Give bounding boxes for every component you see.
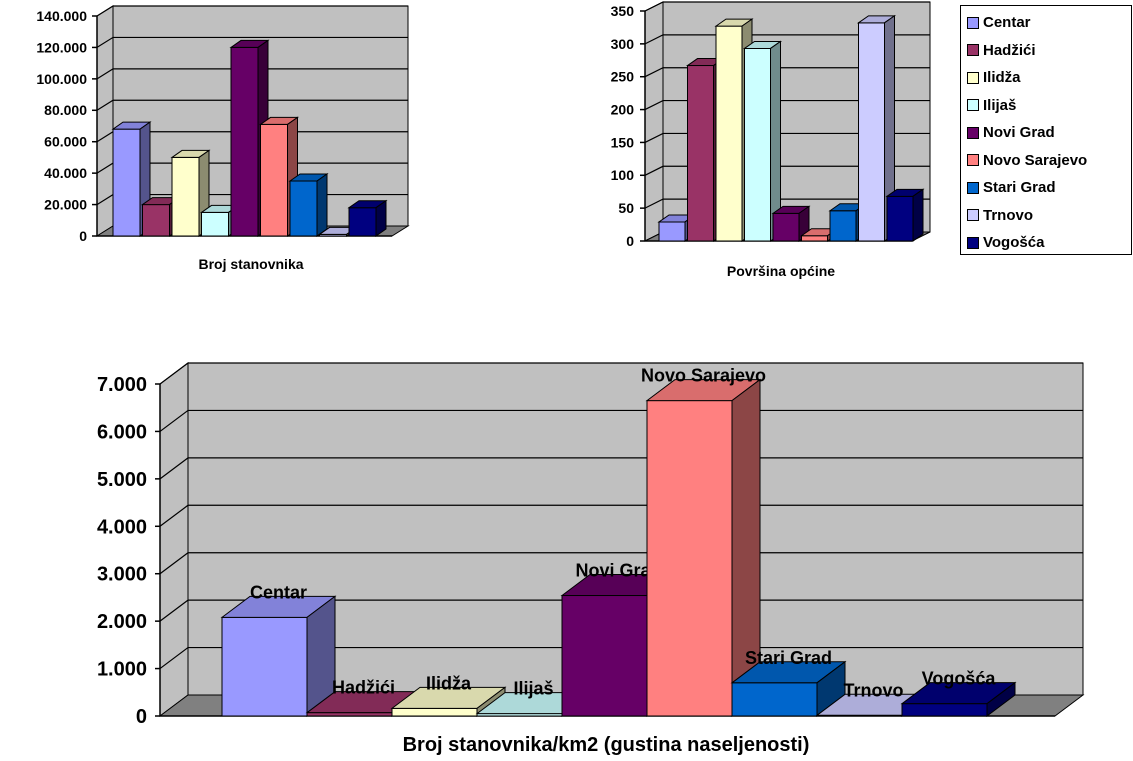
legend-label: Stari Grad [983,179,1056,197]
gridline [159,457,1083,480]
bar-novi-grad [771,205,811,242]
gridline [644,132,930,143]
legend-swatch [967,44,979,57]
y-tick-label: 5.000 [97,469,147,491]
bar-centar [220,595,337,717]
y-tick-label: 40.000 [44,165,87,181]
bar-vogosca [900,681,1017,717]
gridline [96,99,408,111]
y-tick-label: 50 [618,200,634,216]
y-tick-label: 1.000 [97,659,147,681]
y-tick-label: 0 [136,706,147,728]
data-label-vogosca: Vogošća [922,669,997,689]
chart-2: 0 50 100 150 200 250 300 350 Površina općine [611,1,931,279]
data-label-centar: Centar [250,582,307,602]
legend-swatch [967,99,979,112]
bar-stari-grad [288,173,329,237]
y-tick-label: 7.000 [97,374,147,396]
bar-novo-sarajevo [645,378,762,717]
chart-title: Površina općine [727,263,835,279]
legend-item-centar: Centar [961,9,1131,37]
legend-item-ilidza: Ilidža [961,64,1131,92]
chart-title: Broj stanovnika [198,256,303,272]
legend: Centar Hadžići Ilidža Ilijaš Novi Grad Novo S… [960,5,1132,255]
y-tick-label: 6.000 [97,421,147,443]
legend-swatch [967,154,979,167]
plot-area-side-wall [159,362,189,717]
gridline [644,34,930,45]
y-tick-label: 140.000 [36,8,87,24]
gridline [159,362,1083,385]
plot-area-side-wall [644,1,664,242]
y-tick-label: 350 [611,3,635,19]
legend-label: Ilijaš [983,96,1017,114]
data-label-novi-grad: Novi Grad [575,561,661,581]
y-tick-label: 60.000 [44,134,87,150]
y-tick-label: 100.000 [36,71,87,87]
legend-item-hadzici: Hadžići [961,37,1131,65]
legend-label: Novi Grad [983,124,1055,142]
data-label-stari-grad: Stari Grad [745,648,832,668]
chart-1: 0 20.000 40.000 60.000 80.000 100.000 120.000 1… [36,5,410,272]
bar-ilijas [742,40,783,242]
legend-item-vogosca: Vogošća [961,229,1131,257]
legend-label: Trnovo [983,206,1034,224]
y-tick-label: 4.000 [97,516,147,538]
data-label-hadzici: Hadžići [332,678,395,698]
gridline [159,504,1083,527]
legend-label: Ilidža [983,69,1021,87]
data-label-novo-sarajevo: Novo Sarajevo [641,366,766,386]
gridline [159,409,1083,432]
gridline [159,646,1083,670]
gridline [644,1,930,12]
gridline [644,67,930,78]
data-label-ilidza: Ilidža [426,673,472,693]
legend-label: Hadžići [983,41,1036,59]
gridline [159,599,1083,622]
y-tick-label: 200 [611,101,635,117]
gridline [644,99,930,111]
plot-area-side-wall [96,5,114,237]
legend-item-trnovo: Trnovo [961,202,1131,230]
bar-vogosca [885,188,925,242]
y-tick-label: 250 [611,69,635,85]
legend-label: Vogošća [983,234,1045,252]
data-label-trnovo: Trnovo [843,680,903,700]
y-tick-label: 2.000 [97,611,147,633]
legend-label: Novo Sarajevo [983,151,1088,169]
y-tick-label: 150 [611,134,635,150]
legend-swatch [967,236,979,249]
legend-item-novi-grad: Novi Grad [961,119,1131,147]
y-tick-label: 80.000 [44,102,87,118]
legend-swatch [967,71,979,84]
bar-vogosca [347,199,388,237]
bar-stari-grad [730,660,847,717]
gridline [644,165,930,176]
legend-swatch [967,16,979,29]
legend-item-stari-grad: Stari Grad [961,174,1131,202]
legend-item-ilijas: Ilijaš [961,92,1131,120]
legend-swatch [967,209,979,222]
legend-label: Centar [983,14,1031,32]
y-tick-label: 0 [626,233,634,249]
data-label-ilijas: Ilijaš [513,679,553,699]
bar-trnovo [856,14,897,242]
gridline [96,68,408,80]
legend-swatch [967,126,979,139]
y-tick-label: 100 [611,167,635,183]
gridline [644,198,930,209]
chart-3: 0 1.000 2.000 3.000 4.000 5.000 6.000 7.000 Cent… [97,362,1085,756]
y-tick-label: 3.000 [97,564,147,586]
y-tick-label: 300 [611,36,635,52]
chart-title: Broj stanovnika/km2 (gustina naseljenost… [403,734,810,756]
gridline [96,5,408,17]
legend-item-novo-sarajevo: Novo Sarajevo [961,147,1131,175]
y-tick-label: 20.000 [44,196,87,212]
gridline [96,36,408,48]
y-tick-label: 0 [79,228,87,244]
legend-swatch [967,181,979,194]
gridline [159,552,1083,575]
y-tick-label: 120.000 [36,39,87,55]
